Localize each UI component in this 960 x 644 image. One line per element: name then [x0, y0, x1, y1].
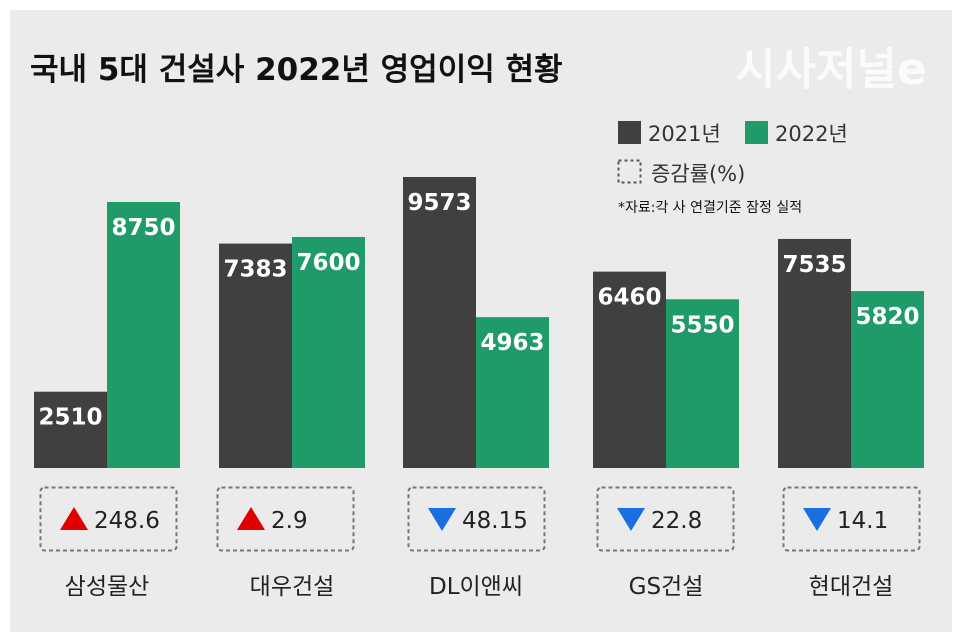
bar-2021	[593, 271, 666, 468]
legend-swatch-change	[617, 159, 642, 184]
category-label: GS건설	[629, 574, 704, 600]
category-label: 대우건설	[250, 574, 335, 600]
source-note: *자료:각 사 연결기준 잠정 실적	[618, 200, 802, 216]
change-box	[407, 486, 546, 552]
triangle-down-icon	[803, 508, 831, 531]
change-label: 48.15	[462, 508, 528, 534]
bar-value-label: 6460	[597, 285, 661, 311]
bar-value-label: 7600	[296, 250, 360, 276]
change-label: 2.9	[271, 508, 308, 534]
bar-2022	[851, 291, 924, 468]
bar-value-label: 2510	[38, 405, 102, 431]
triangle-down-icon	[617, 508, 645, 531]
bar-value-label: 5820	[855, 304, 919, 330]
legend: 2021년 2022년 증감률(%) *자료:각 사 연결기준 잠정 실적	[617, 121, 848, 216]
category-label: DL이앤씨	[429, 574, 523, 600]
bar-2022	[666, 299, 739, 468]
legend-swatch-2021	[618, 121, 641, 144]
triangle-up-icon	[60, 507, 88, 530]
legend-label-2021: 2021년	[648, 122, 721, 146]
triangle-down-icon	[428, 508, 456, 531]
chart-title: 국내 5대 건설사 2022년 영업이익 현황	[30, 52, 563, 88]
legend-label-change: 증감률(%)	[651, 162, 745, 186]
change-box	[39, 486, 178, 552]
legend-swatch-2022	[745, 121, 768, 144]
watermark-logo: 시사저널e	[735, 44, 927, 95]
bar-value-label: 8750	[111, 215, 175, 241]
legend-label-2022: 2022년	[775, 122, 848, 146]
bar-2021	[34, 391, 107, 468]
category-label: 삼성물산	[65, 574, 150, 600]
bar-value-label: 5550	[670, 312, 734, 338]
bar-2021	[778, 238, 851, 468]
change-box	[782, 486, 921, 552]
category-label: 현대건설	[809, 574, 894, 600]
bar-value-label: 7535	[782, 252, 846, 278]
triangle-up-icon	[237, 507, 265, 530]
bar-value-label: 4963	[480, 330, 544, 356]
bar-2022	[107, 202, 180, 468]
bar-value-label: 7383	[223, 257, 287, 283]
bar-2022	[476, 317, 549, 468]
change-label: 22.8	[651, 508, 702, 534]
change-box	[216, 486, 355, 552]
bar-2022	[292, 236, 365, 468]
change-label: 248.6	[94, 508, 160, 534]
bar-value-label: 9573	[407, 190, 471, 216]
change-label: 14.1	[837, 508, 888, 534]
bar-2021	[403, 177, 476, 468]
bar-2021	[219, 243, 292, 468]
change-box	[596, 486, 735, 552]
